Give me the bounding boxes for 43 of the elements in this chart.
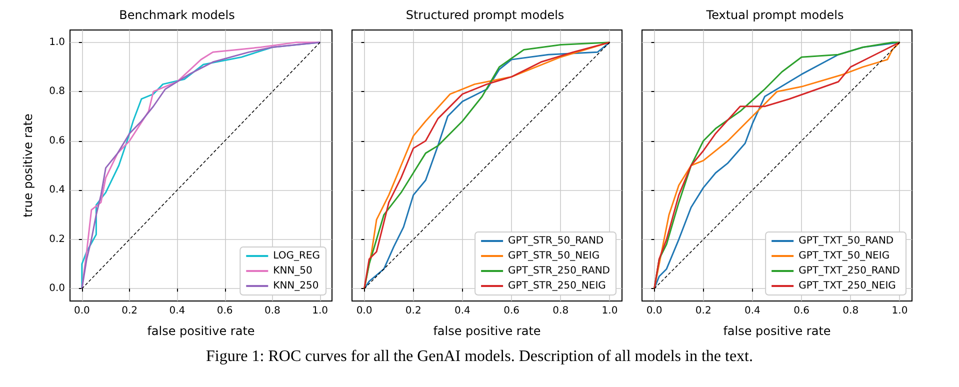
- y-tick-label: 0.2: [49, 234, 65, 245]
- x-tick-label: 0.2: [122, 306, 138, 316]
- x-tick-label: 0.4: [169, 306, 186, 316]
- x-tick-label: 0.0: [356, 306, 372, 316]
- x-tick-label: 0.0: [646, 306, 662, 316]
- legend-label: KNN_50: [273, 266, 312, 276]
- y-axis-title: true positive rate: [21, 114, 35, 218]
- x-tick-label: 0.2: [405, 306, 422, 316]
- x-tick-label: 0.6: [504, 306, 520, 316]
- chart-title: Structured prompt models: [406, 8, 564, 22]
- legend-label: GPT_TXT_50_NEIG: [798, 250, 890, 262]
- legend-label: GPT_TXT_50_RAND: [798, 236, 894, 246]
- chart-title: Textual prompt models: [705, 8, 844, 22]
- legend-label: GPT_STR_250_NEIG: [508, 280, 606, 292]
- legend-label: GPT_STR_50_NEIG: [508, 250, 600, 262]
- x-tick-label: 0.6: [216, 306, 233, 316]
- legend-label: GPT_STR_250_RAND: [508, 266, 610, 276]
- legend-label: KNN_250: [273, 280, 319, 292]
- y-tick-label: 0.4: [49, 184, 65, 196]
- y-tick-label: 0.8: [49, 86, 65, 98]
- y-tick-label: 0.6: [49, 135, 65, 146]
- x-tick-label: 0.8: [842, 306, 859, 316]
- x-axis-title: false positive rate: [147, 324, 255, 338]
- x-tick-label: 1.0: [312, 306, 328, 316]
- x-tick-label: 1.0: [602, 306, 618, 316]
- legend-label: LOG_REG: [273, 250, 320, 262]
- legend-label: GPT_STR_50_RAND: [508, 236, 604, 246]
- y-tick-label: 1.0: [49, 36, 65, 48]
- x-axis-title: false positive rate: [433, 324, 541, 338]
- legend-label: GPT_TXT_250_NEIG: [798, 280, 896, 292]
- x-axis-title: false positive rate: [723, 324, 831, 338]
- chart-title: Benchmark models: [119, 8, 235, 22]
- x-tick-label: 0.6: [794, 306, 810, 316]
- x-tick-label: 0.8: [264, 306, 280, 316]
- x-tick-label: 0.4: [744, 306, 760, 316]
- x-tick-label: 1.0: [892, 306, 908, 316]
- y-tick-label: 0.0: [49, 283, 65, 294]
- x-tick-label: 0.0: [74, 306, 90, 316]
- legend-label: GPT_TXT_250_RAND: [798, 266, 900, 276]
- caption: Figure 1: ROC curves for all the GenAI models. Description of all models in the text.: [205, 348, 754, 366]
- x-tick-label: 0.2: [695, 306, 712, 316]
- x-tick-label: 0.8: [552, 306, 569, 316]
- x-tick-label: 0.4: [454, 306, 470, 316]
